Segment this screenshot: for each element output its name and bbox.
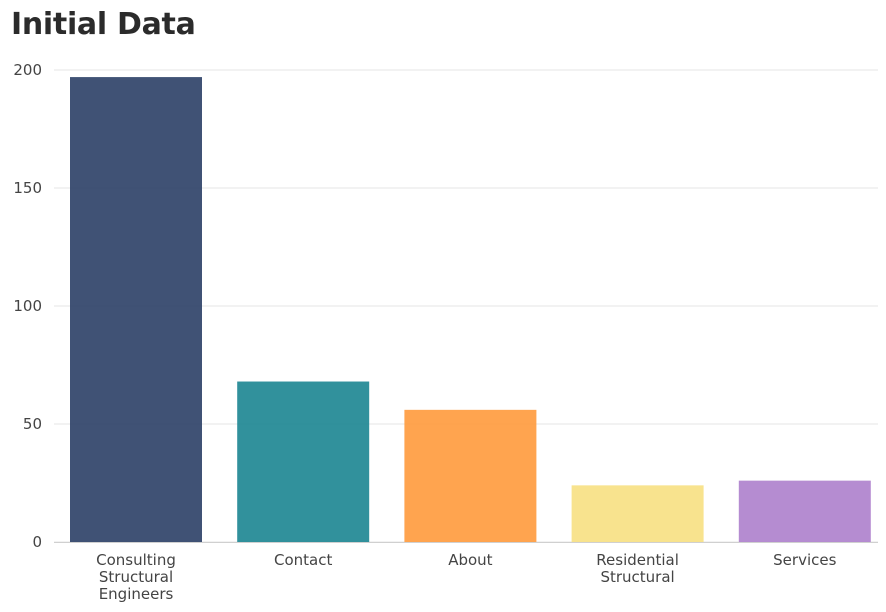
bar[interactable] [237,381,370,542]
x-tick-label: About [448,551,492,569]
y-tick-label: 100 [13,297,42,315]
bar[interactable] [571,485,704,542]
x-tick-label: Engineers [99,585,174,603]
x-tick-label: Structural [99,568,173,586]
x-tick-label: Contact [274,551,332,569]
y-tick-label: 50 [23,415,42,433]
y-tick-label: 200 [13,61,42,79]
bars [70,77,871,542]
x-tick-label: Residential [596,551,679,569]
chart-title: Initial Data [11,7,196,42]
x-tick-label: Consulting [96,551,176,569]
bar[interactable] [70,77,202,542]
y-tick-label: 0 [32,533,42,551]
y-tick-label: 150 [13,179,42,197]
y-axis: 0 50 100 150 200 [13,61,42,551]
bar[interactable] [738,480,871,542]
x-tick-label: Services [773,551,836,569]
x-tick-label: Structural [600,568,674,586]
bar[interactable] [404,409,537,542]
